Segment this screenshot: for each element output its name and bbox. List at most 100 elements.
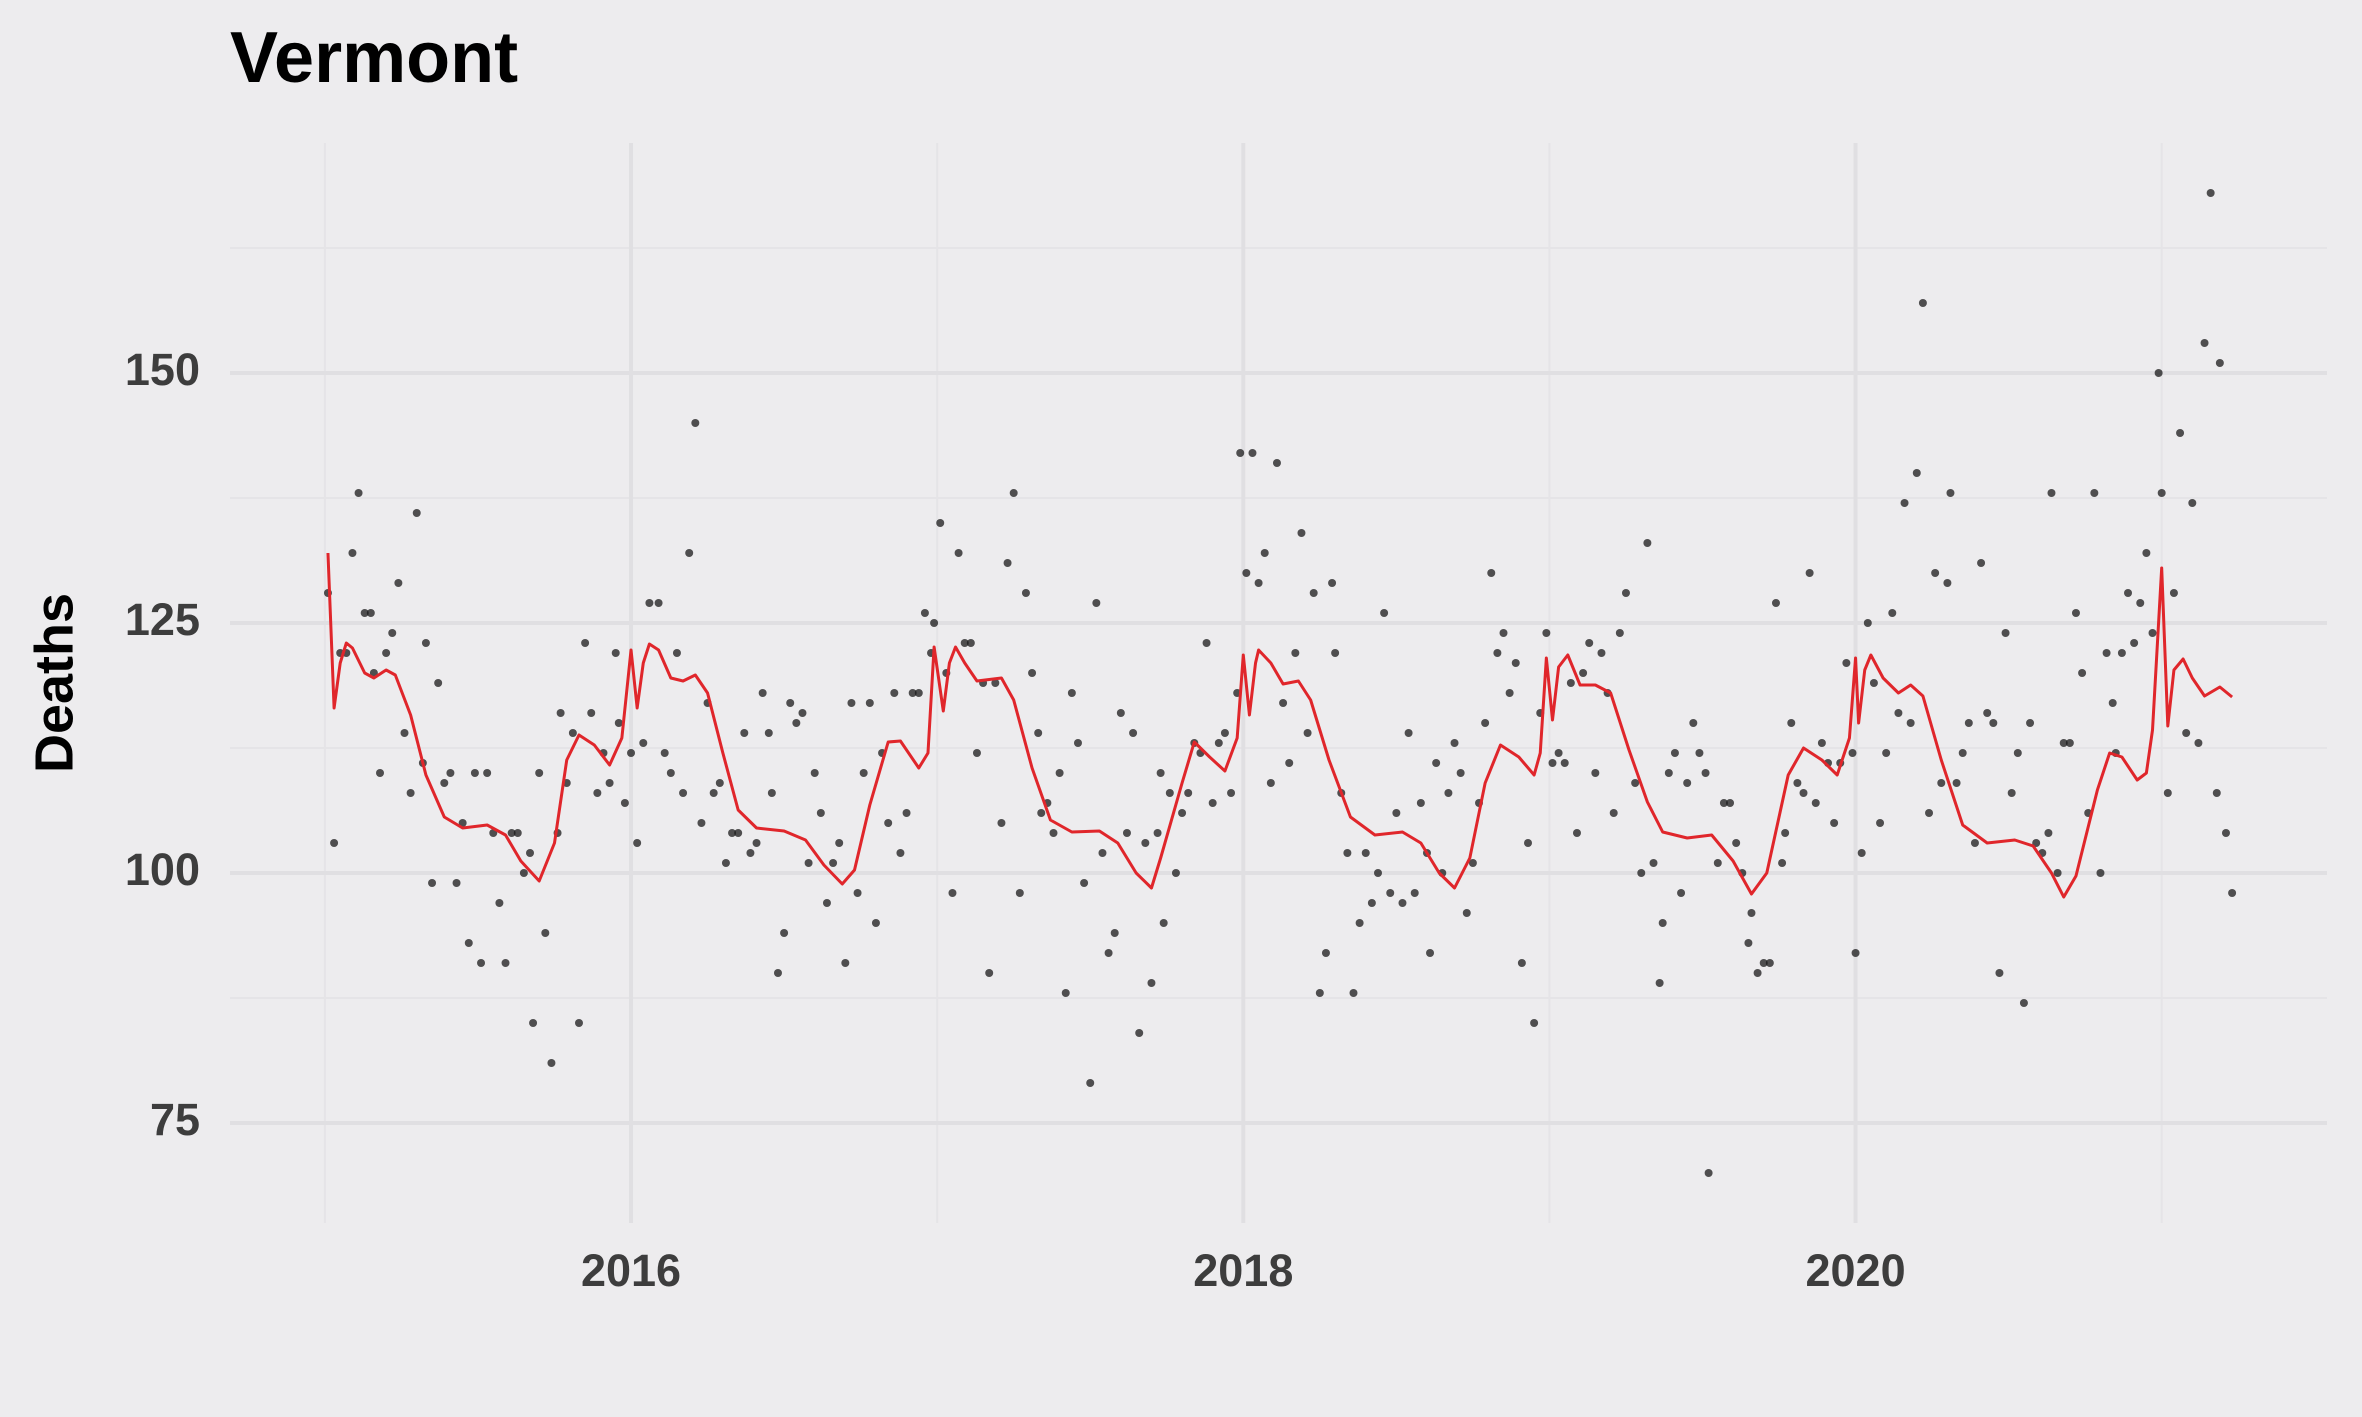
data-point: [483, 769, 492, 777]
data-point: [605, 779, 614, 787]
data-point: [1695, 749, 1704, 757]
data-point: [1842, 659, 1851, 667]
data-point: [1655, 979, 1664, 987]
data-point: [1184, 789, 1193, 797]
data-point: [1759, 959, 1768, 967]
data-point: [1153, 829, 1162, 837]
data-point: [1349, 989, 1358, 997]
data-point: [2096, 869, 2105, 877]
data-point: [752, 839, 761, 847]
data-point: [2078, 669, 2087, 677]
data-point: [859, 769, 868, 777]
data-point: [1995, 969, 2004, 977]
data-point: [2044, 829, 2053, 837]
data-point: [1061, 989, 1070, 997]
data-point: [1092, 599, 1101, 607]
data-point: [1747, 909, 1756, 917]
data-point: [464, 939, 473, 947]
data-point: [666, 769, 675, 777]
data-point: [1104, 949, 1113, 957]
data-point: [672, 649, 681, 657]
data-point: [966, 639, 975, 647]
data-point: [920, 609, 929, 617]
data-point: [804, 859, 813, 867]
data-point: [458, 819, 467, 827]
y-tick-label: 125: [125, 594, 200, 645]
data-point: [1049, 829, 1058, 837]
data-point: [2130, 639, 2139, 647]
data-point: [654, 599, 663, 607]
data-point: [1851, 949, 1860, 957]
data-point: [792, 719, 801, 727]
data-point: [997, 819, 1006, 827]
data-point: [1321, 949, 1330, 957]
data-point: [1946, 489, 1955, 497]
data-point: [1110, 929, 1119, 937]
data-point: [1003, 559, 1012, 567]
data-point: [890, 689, 899, 697]
data-point: [1517, 959, 1526, 967]
data-point: [434, 679, 443, 687]
data-point: [740, 729, 749, 737]
data-point: [1597, 649, 1606, 657]
data-point: [1677, 889, 1686, 897]
data-point: [679, 789, 688, 797]
data-point: [1303, 729, 1312, 737]
data-point: [871, 919, 880, 927]
data-point: [1643, 539, 1652, 547]
data-point: [1732, 839, 1741, 847]
data-point: [1279, 699, 1288, 707]
data-point: [1548, 759, 1557, 767]
data-point: [1964, 719, 1973, 727]
data-point: [519, 869, 528, 877]
data-point: [721, 859, 730, 867]
data-point: [1028, 669, 1037, 677]
data-point: [1462, 909, 1471, 917]
data-point: [1701, 769, 1710, 777]
data-point: [1141, 839, 1150, 847]
data-point: [1530, 1019, 1539, 1027]
data-point: [614, 719, 623, 727]
data-point: [1542, 629, 1551, 637]
data-point: [1753, 969, 1762, 977]
data-point: [896, 849, 905, 857]
data-point: [587, 709, 596, 717]
data-point: [734, 829, 743, 837]
data-point: [829, 859, 838, 867]
data-point: [1208, 799, 1217, 807]
data-point: [2007, 789, 2016, 797]
data-point: [884, 819, 893, 827]
data-point: [330, 839, 339, 847]
data-point: [1432, 759, 1441, 767]
data-point: [452, 879, 461, 887]
data-point: [1116, 709, 1125, 717]
data-point: [1970, 839, 1979, 847]
data-point: [1499, 629, 1508, 637]
data-point: [1621, 589, 1630, 597]
data-point: [816, 809, 825, 817]
data-point: [972, 749, 981, 757]
data-point: [991, 679, 1000, 687]
data-point: [412, 509, 421, 517]
data-point: [2065, 739, 2074, 747]
data-point: [2013, 749, 2022, 757]
data-point: [1487, 569, 1496, 577]
data-point: [1086, 1079, 1095, 1087]
data-point: [1649, 859, 1658, 867]
data-point: [1021, 589, 1030, 597]
data-point: [1989, 719, 1998, 727]
data-point: [526, 849, 535, 857]
data-point: [2108, 699, 2117, 707]
data-point: [1285, 759, 1294, 767]
data-point: [2124, 589, 2133, 597]
chart-title: Vermont: [230, 18, 518, 98]
data-point: [709, 789, 718, 797]
data-point: [1416, 799, 1425, 807]
data-point: [1254, 579, 1263, 587]
data-point: [1882, 749, 1891, 757]
data-point: [1585, 639, 1594, 647]
data-point: [1260, 549, 1269, 557]
data-point: [1122, 829, 1131, 837]
data-point: [1591, 769, 1600, 777]
data-point: [1637, 869, 1646, 877]
